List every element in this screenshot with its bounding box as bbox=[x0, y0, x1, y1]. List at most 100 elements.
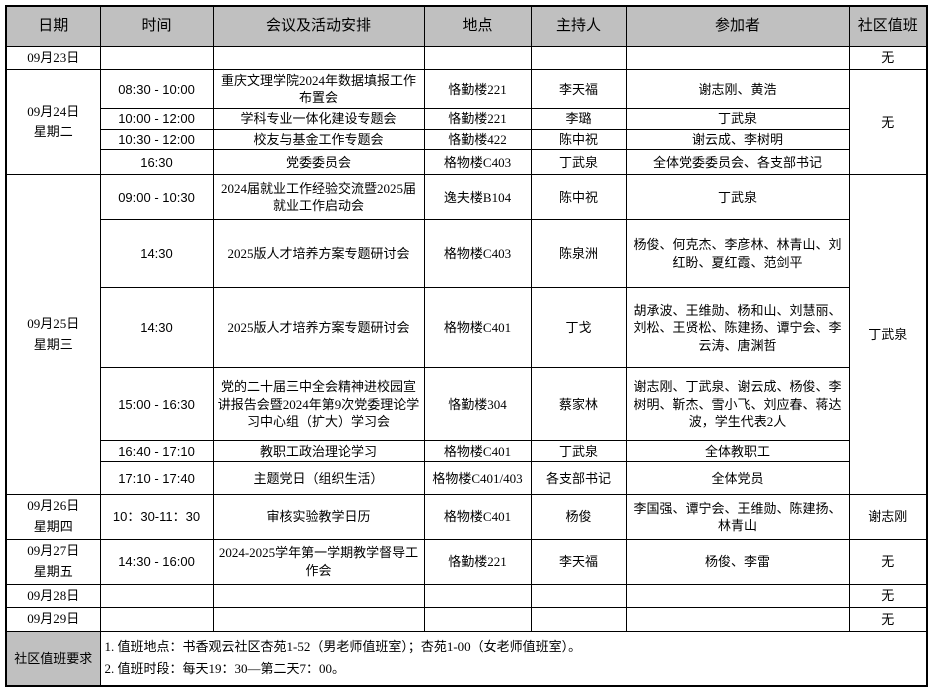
date-label: 09月24日 bbox=[27, 103, 80, 119]
host-cell: 丁戈 bbox=[530, 287, 627, 369]
participants-cell: 全体党员 bbox=[625, 461, 850, 496]
meeting-cell: 2024届就业工作经验交流暨2025届就业工作启动会 bbox=[212, 174, 425, 221]
table-row: 09月26日 星期四 10：30-11：30 审核实验教学日历 格物楼C401 … bbox=[5, 494, 928, 540]
table-row: 09月23日 无 bbox=[5, 45, 928, 71]
header-host: 主持人 bbox=[530, 5, 627, 47]
empty-cell bbox=[625, 45, 850, 71]
participants-cell: 丁武泉 bbox=[625, 174, 850, 221]
location-cell: 格物楼C401 bbox=[423, 494, 532, 540]
footer-row: 社区值班要求 1. 值班地点：书香观云社区杏苑1-52（男老师值班室）；杏苑1-… bbox=[5, 631, 928, 687]
empty-cell bbox=[423, 45, 532, 71]
participants-cell: 全体党委委员会、各支部书记 bbox=[625, 149, 850, 176]
table-row: 09月28日 无 bbox=[5, 583, 928, 609]
header-location: 地点 bbox=[423, 5, 532, 47]
time-cell: 16:40 - 17:10 bbox=[99, 440, 214, 463]
location-cell: 恪勤楼304 bbox=[423, 367, 532, 442]
host-cell: 丁武泉 bbox=[530, 440, 627, 463]
empty-cell bbox=[423, 607, 532, 633]
date-label: 09月23日 bbox=[27, 49, 80, 65]
date-label: 09月29日 bbox=[27, 611, 80, 627]
participants-cell: 李国强、谭宁会、王维勋、陈建扬、林青山 bbox=[625, 494, 850, 540]
meeting-cell: 校友与基金工作专题会 bbox=[212, 128, 425, 151]
table-row: 09月29日 无 bbox=[5, 607, 928, 633]
duty-requirements-notes: 1. 值班地点：书香观云社区杏苑1-52（男老师值班室）；杏苑1-00（女老师值… bbox=[99, 631, 928, 687]
participants-cell: 丁武泉 bbox=[625, 108, 850, 130]
header-row: 日期 时间 会议及活动安排 地点 主持人 参加者 社区值班 bbox=[5, 5, 928, 47]
weekday-label: 星期三 bbox=[33, 336, 73, 352]
header-date: 日期 bbox=[5, 5, 101, 47]
time-cell: 14:30 bbox=[99, 287, 214, 369]
time-cell: 17:10 - 17:40 bbox=[99, 461, 214, 496]
date-cell: 09月26日 星期四 bbox=[5, 494, 101, 540]
meeting-cell: 主题党日（组织生活） bbox=[212, 461, 425, 496]
duty-cell: 丁武泉 bbox=[848, 174, 928, 496]
empty-cell bbox=[99, 583, 214, 609]
location-cell: 格物楼C401 bbox=[423, 287, 532, 369]
table-row: 16:30 党委委员会 格物楼C403 丁武泉 全体党委委员会、各支部书记 bbox=[6, 149, 927, 176]
empty-cell bbox=[99, 607, 214, 633]
table-row: 09月24日 星期二 08:30 - 10:00 重庆文理学院2024年数据填报… bbox=[5, 69, 928, 176]
participants-cell: 谢云成、李树明 bbox=[625, 128, 850, 151]
location-cell: 格物楼C401 bbox=[423, 440, 532, 463]
participants-cell: 杨俊、李雷 bbox=[625, 538, 850, 585]
location-cell: 恪勤楼221 bbox=[423, 69, 532, 110]
time-cell: 08:30 - 10:00 bbox=[99, 69, 214, 110]
host-cell: 陈中祝 bbox=[530, 174, 627, 221]
time-cell: 09:00 - 10:30 bbox=[99, 174, 214, 221]
duty-cell: 无 bbox=[848, 607, 928, 633]
date-cell: 09月28日 bbox=[5, 583, 101, 609]
time-cell: 16:30 bbox=[99, 149, 214, 176]
empty-cell bbox=[212, 607, 425, 633]
schedule-sheet: 日期 时间 会议及活动安排 地点 主持人 参加者 社区值班 09月23日 无 0… bbox=[5, 5, 928, 687]
meeting-cell: 重庆文理学院2024年数据填报工作布置会 bbox=[212, 69, 425, 110]
meeting-cell: 2025版人才培养方案专题研讨会 bbox=[212, 287, 425, 369]
table-row: 16:40 - 17:10 教职工政治理论学习 格物楼C401 丁武泉 全体教职… bbox=[6, 440, 927, 463]
time-cell: 14:30 bbox=[99, 219, 214, 289]
duty-note-line1: 1. 值班地点：书香观云社区杏苑1-52（男老师值班室）；杏苑1-00（女老师值… bbox=[104, 639, 582, 655]
participants-cell: 谢志刚、黄浩 bbox=[625, 69, 850, 110]
date-cell: 09月25日 星期三 bbox=[5, 174, 101, 496]
date-cell: 09月29日 bbox=[5, 607, 101, 633]
duty-requirements-label: 社区值班要求 bbox=[5, 631, 101, 687]
date-label: 09月26日 bbox=[27, 498, 80, 514]
duty-cell: 无 bbox=[848, 45, 928, 71]
host-cell: 李天福 bbox=[530, 69, 627, 110]
meeting-cell: 审核实验教学日历 bbox=[212, 494, 425, 540]
header-participants: 参加者 bbox=[625, 5, 850, 47]
duty-cell: 无 bbox=[848, 69, 928, 176]
weekday-label: 星期四 bbox=[33, 519, 73, 535]
date-label: 09月27日 bbox=[27, 542, 80, 558]
empty-cell bbox=[625, 583, 850, 609]
location-cell: 格物楼C403 bbox=[423, 149, 532, 176]
date-cell: 09月27日 星期五 bbox=[5, 538, 101, 585]
date-label: 09月28日 bbox=[27, 587, 80, 603]
table-row: 17:10 - 17:40 主题党日（组织生活） 格物楼C401/403 各支部… bbox=[6, 461, 927, 496]
header-time: 时间 bbox=[99, 5, 214, 47]
meeting-cell: 教职工政治理论学习 bbox=[212, 440, 425, 463]
empty-cell bbox=[530, 583, 627, 609]
schedule-table: 日期 时间 会议及活动安排 地点 主持人 参加者 社区值班 09月23日 无 0… bbox=[5, 5, 928, 687]
table-row: 09月25日 星期三 09:00 - 10:30 2024届就业工作经验交流暨2… bbox=[5, 174, 928, 496]
meeting-cell: 2025版人才培养方案专题研讨会 bbox=[212, 219, 425, 289]
weekday-label: 星期二 bbox=[33, 124, 73, 140]
empty-cell bbox=[530, 607, 627, 633]
host-cell: 陈泉洲 bbox=[530, 219, 627, 289]
header-duty: 社区值班 bbox=[848, 5, 928, 47]
participants-cell: 胡承波、王维勋、杨和山、刘慧丽、刘松、王贤松、陈建扬、谭宁会、李云涛、唐渊哲 bbox=[625, 287, 850, 369]
empty-cell bbox=[99, 45, 214, 71]
empty-cell bbox=[212, 583, 425, 609]
empty-cell bbox=[423, 583, 532, 609]
table-row: 15:00 - 16:30 党的二十届三中全会精神进校园宣讲报告会暨2024年第… bbox=[6, 367, 927, 442]
duty-cell: 谢志刚 bbox=[848, 494, 928, 540]
host-cell: 李天福 bbox=[530, 538, 627, 585]
empty-cell bbox=[625, 607, 850, 633]
meeting-cell: 学科专业一体化建设专题会 bbox=[212, 108, 425, 130]
table-row: 10:30 - 12:00 校友与基金工作专题会 恪勤楼422 陈中祝 谢云成、… bbox=[6, 128, 927, 151]
host-cell: 丁武泉 bbox=[530, 149, 627, 176]
empty-cell bbox=[530, 45, 627, 71]
host-cell: 陈中祝 bbox=[530, 128, 627, 151]
participants-cell: 全体教职工 bbox=[625, 440, 850, 463]
date-cell: 09月23日 bbox=[5, 45, 101, 71]
time-cell: 10:30 - 12:00 bbox=[99, 128, 214, 151]
location-cell: 逸夫楼B104 bbox=[423, 174, 532, 221]
